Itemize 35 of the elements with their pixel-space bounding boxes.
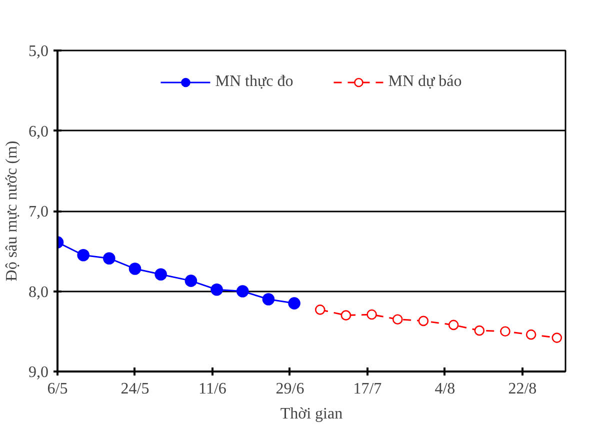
point bbox=[288, 297, 300, 310]
y-tick-label: 9,0 bbox=[28, 364, 48, 381]
legend-label: MN thực đo bbox=[215, 73, 294, 91]
x-tick-label: 22/8 bbox=[508, 380, 537, 398]
point bbox=[418, 316, 429, 326]
x-tick-label: 24/5 bbox=[120, 380, 150, 398]
x-tick-label: 4/8 bbox=[434, 380, 456, 398]
point bbox=[128, 262, 142, 275]
point bbox=[448, 320, 459, 330]
point bbox=[262, 293, 275, 306]
point bbox=[526, 329, 536, 340]
x-axis-title: Thời gian bbox=[280, 406, 343, 422]
x-tick-label: 6/5 bbox=[47, 380, 68, 398]
point bbox=[552, 332, 562, 343]
legend-label: MN dự báo bbox=[388, 73, 462, 91]
y-tick-label: 6,0 bbox=[28, 123, 48, 140]
point bbox=[500, 326, 510, 337]
x-tick-label: 17/7 bbox=[353, 380, 382, 398]
point bbox=[340, 310, 352, 320]
point bbox=[210, 284, 223, 296]
point bbox=[103, 252, 116, 264]
y-tick-label: 5,0 bbox=[28, 43, 48, 60]
y-tick-label: 8,0 bbox=[28, 284, 48, 301]
point bbox=[474, 325, 485, 336]
point bbox=[154, 268, 167, 281]
x-tick-label: 29/6 bbox=[276, 380, 304, 398]
point bbox=[77, 249, 90, 262]
x-tick-label: 11/6 bbox=[198, 380, 226, 398]
point bbox=[392, 314, 403, 324]
point bbox=[184, 274, 198, 287]
y-axis-title: Độ sâu mực nước (m) bbox=[4, 140, 20, 282]
point bbox=[236, 285, 249, 298]
y-tick-label: 7,0 bbox=[28, 204, 48, 220]
point bbox=[314, 304, 326, 315]
point bbox=[366, 309, 377, 320]
